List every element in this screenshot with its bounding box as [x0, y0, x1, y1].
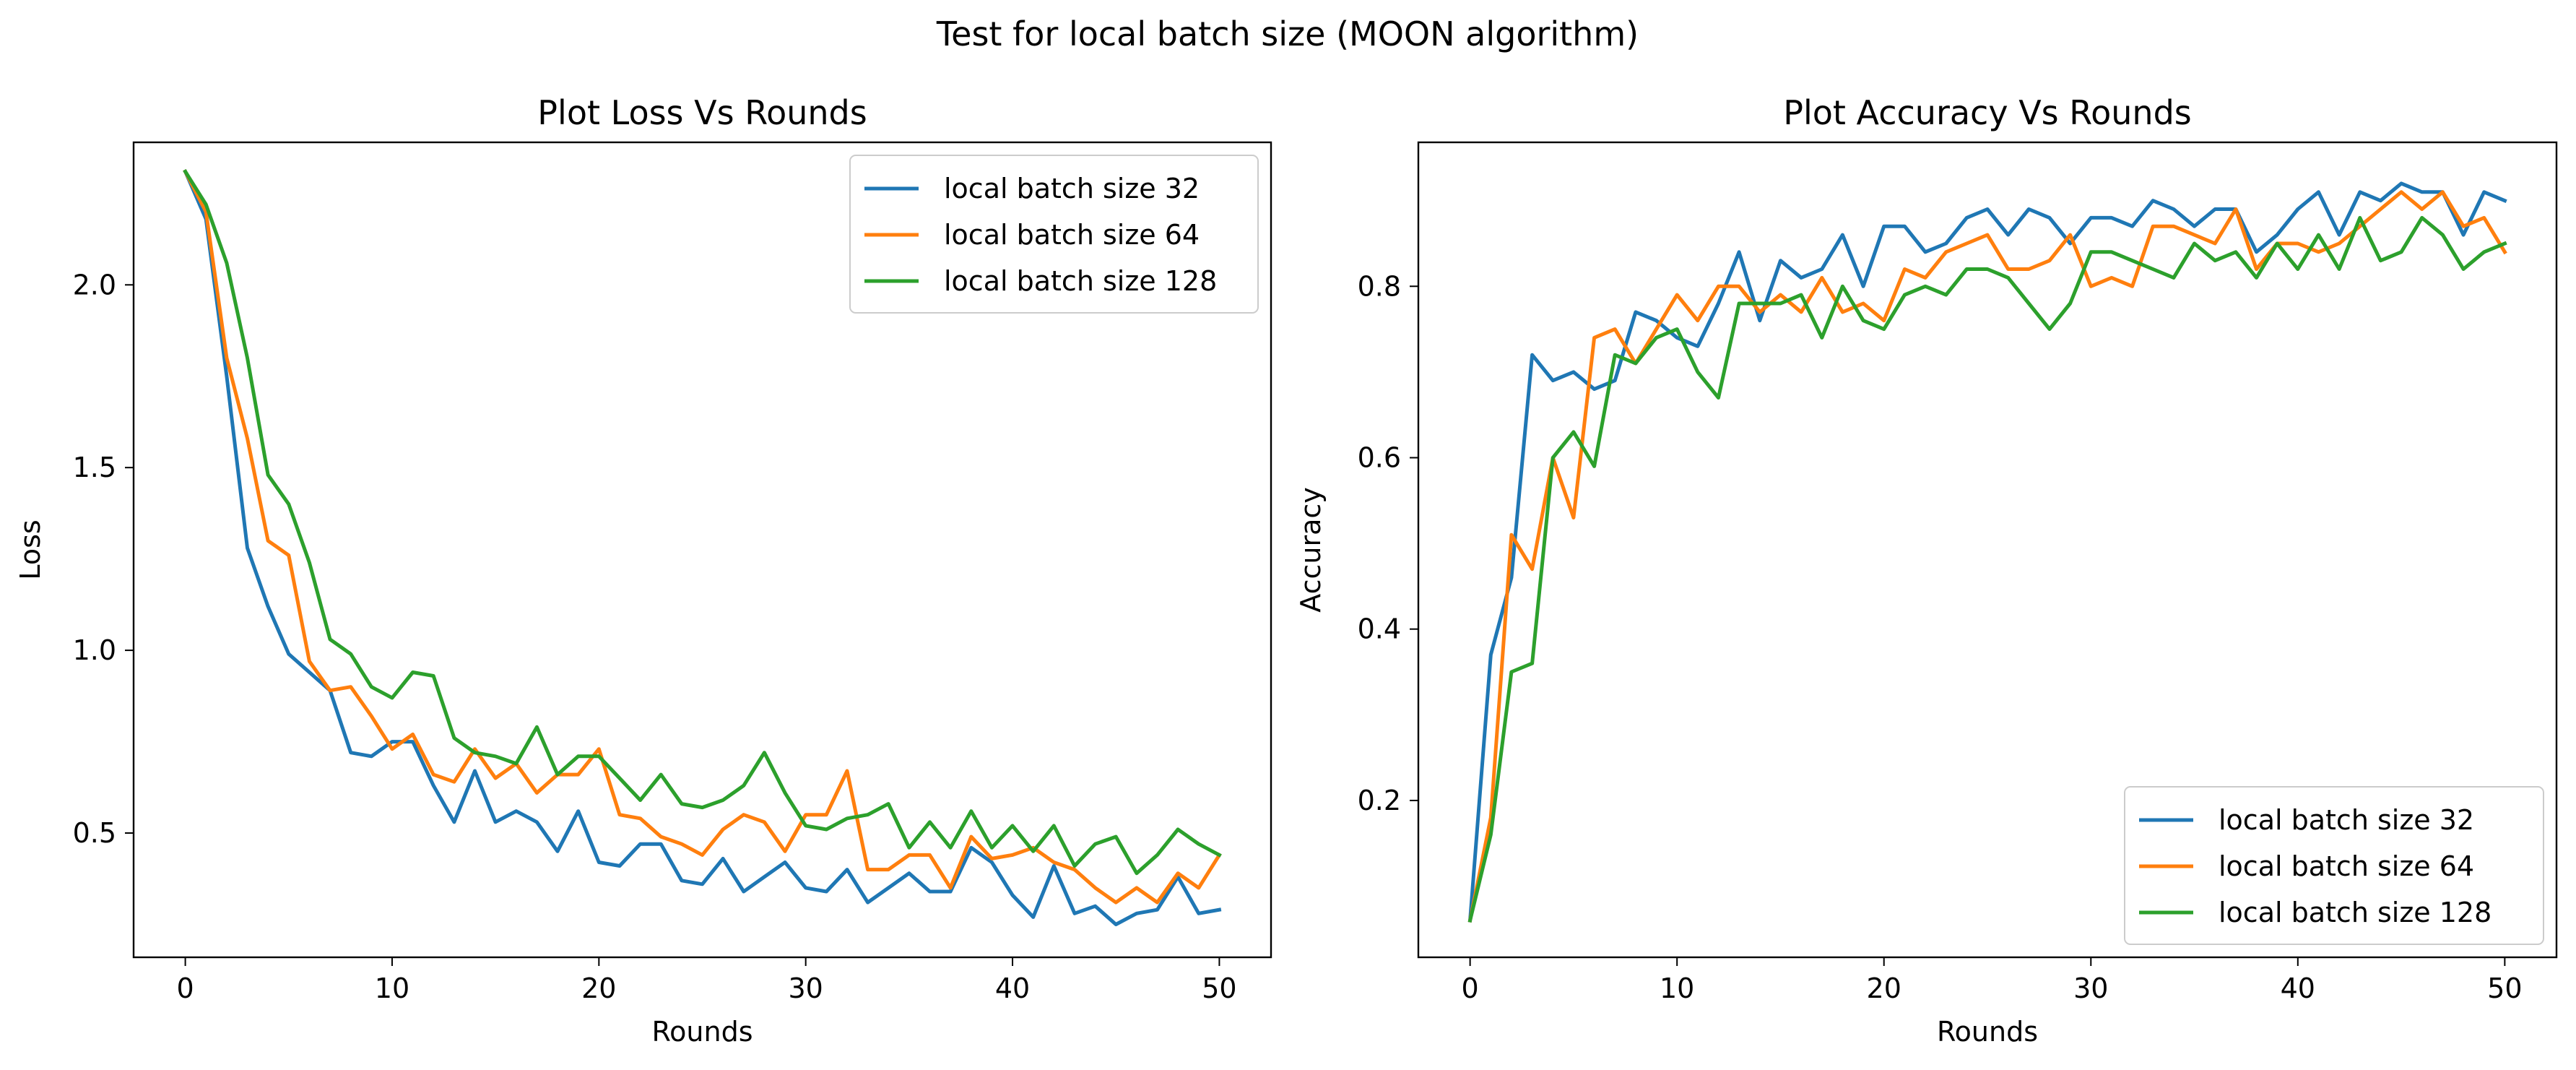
legend-label-1: local batch size 32 [2219, 804, 2474, 836]
y-tick-label: 0.4 [1358, 613, 1401, 645]
x-axis-label: Rounds [651, 1016, 753, 1048]
figure-suptitle: Test for local batch size (MOON algorith… [936, 14, 1639, 53]
axes-frame [132, 141, 1272, 959]
x-tick-label: 30 [2073, 972, 2108, 1004]
series-line-3 [1467, 215, 2507, 923]
x-tick-label: 40 [2281, 972, 2315, 1004]
x-axis-label: Rounds [1937, 1016, 2038, 1048]
x-tick-label: 0 [1462, 972, 1479, 1004]
x-tick-label: 40 [995, 972, 1030, 1004]
y-tick-label: 0.8 [1358, 270, 1401, 302]
y-axis-label: Accuracy [1295, 487, 1327, 613]
x-tick-label: 10 [1660, 972, 1694, 1004]
legend: local batch size 32 local batch size 64 lo… [2124, 786, 2544, 945]
series-line-2 [183, 169, 1222, 905]
series-lines [1467, 181, 2507, 923]
series-line-3 [183, 169, 1222, 876]
y-tick-label: 2.0 [73, 269, 116, 301]
legend-label-3: local batch size 128 [944, 265, 1217, 297]
axes-frame [1417, 141, 2558, 959]
y-tick-label: 1.0 [73, 634, 116, 666]
loss-subplot: 0 10 20 30 40 50 0.5 1.0 1.5 2.0 Plot Loss Vs Roun… [14, 93, 1272, 1048]
y-axis-label: Loss [14, 519, 46, 579]
x-tick-label: 10 [375, 972, 409, 1004]
x-tick-label: 20 [1867, 972, 1901, 1004]
y-tick-label: 0.6 [1358, 441, 1401, 473]
y-tick-label: 0.2 [1358, 785, 1401, 816]
x-tick-label: 20 [581, 972, 616, 1004]
subplot-title: Plot Accuracy Vs Rounds [1783, 93, 2192, 132]
legend-label-2: local batch size 64 [2219, 850, 2474, 882]
series-line-1 [1467, 181, 2507, 923]
legend: local batch size 32 local batch size 64 lo… [849, 155, 1259, 314]
legend-box [849, 155, 1259, 314]
legend-label-2: local batch size 64 [944, 219, 1200, 251]
legend-label-3: local batch size 128 [2219, 897, 2492, 928]
x-tick-label: 50 [1202, 972, 1236, 1004]
x-tick-label: 50 [2487, 972, 2522, 1004]
x-tick-label: 30 [789, 972, 823, 1004]
legend-box [2124, 786, 2544, 945]
subplot-title: Plot Loss Vs Rounds [537, 93, 867, 132]
accuracy-subplot: 0 10 20 30 40 50 0.2 0.4 0.6 0.8 Plot Accuracy Vs … [1295, 93, 2558, 1048]
y-tick-label: 0.5 [73, 817, 116, 849]
series-lines [183, 169, 1222, 926]
legend-label-1: local batch size 32 [944, 173, 1200, 204]
series-line-1 [183, 169, 1222, 926]
y-tick-label: 1.5 [73, 452, 116, 483]
x-tick-label: 0 [176, 972, 194, 1004]
